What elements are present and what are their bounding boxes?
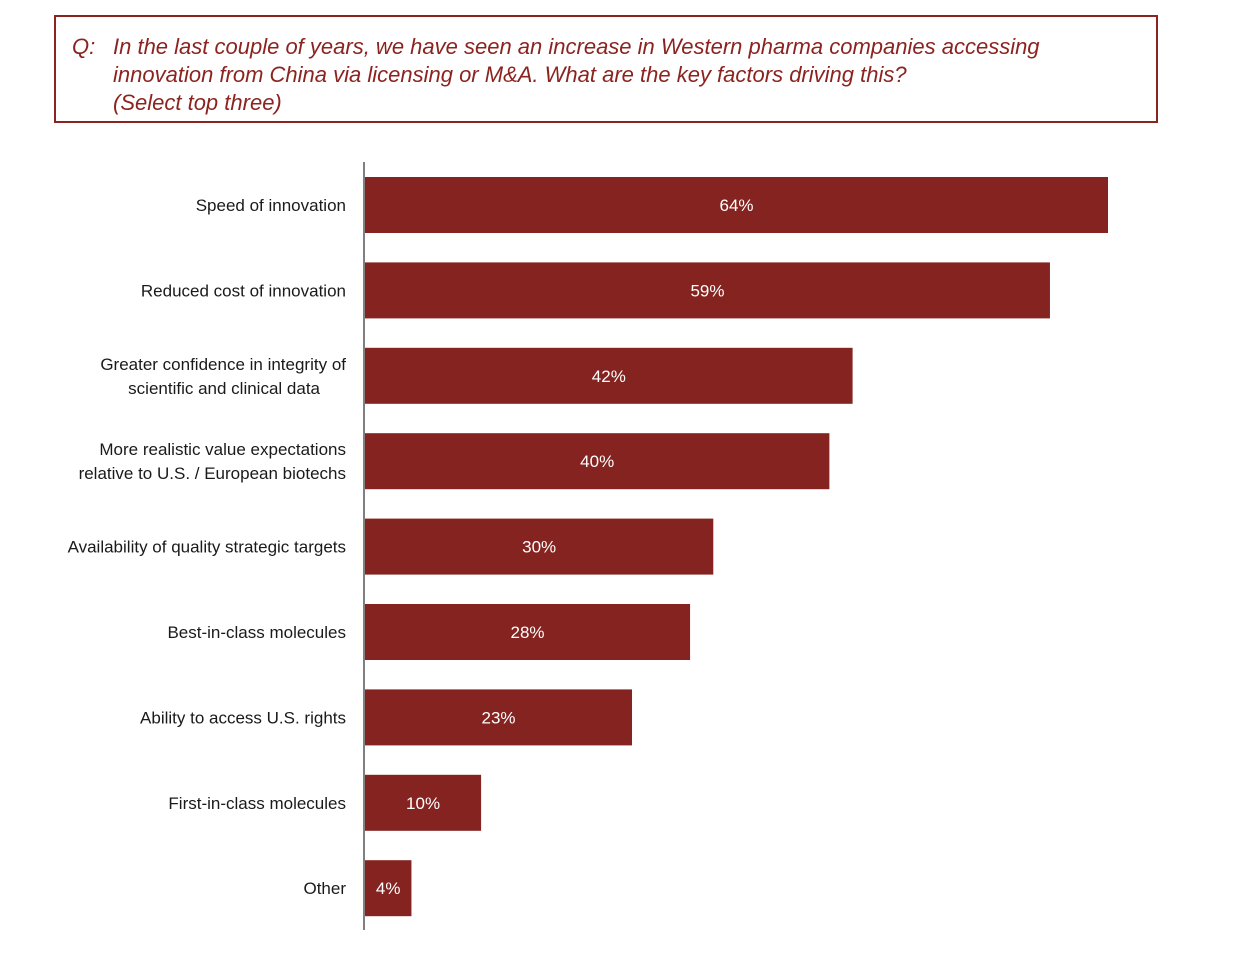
question-box: Q: In the last couple of years, we have … (54, 15, 1158, 123)
bar (365, 860, 412, 917)
bar-value-label: 10% (406, 794, 440, 813)
category-label: More realistic value expectations relativ… (79, 440, 346, 483)
category-label: Speed of innovation (196, 196, 346, 215)
bar (365, 347, 853, 404)
category-label: Ability to access U.S. rights (140, 708, 346, 727)
bar-value-label: 23% (481, 708, 515, 727)
bar-value-label: 40% (580, 452, 614, 471)
category-label: Best-in-class molecules (167, 623, 346, 642)
category-label: First-in-class molecules (168, 794, 346, 813)
question-prefix: Q: (72, 34, 96, 59)
bar-value-label: 28% (511, 623, 545, 642)
bar-value-label: 64% (719, 196, 753, 215)
bar (365, 774, 482, 831)
category-label: Other (303, 879, 346, 898)
bar-value-label: 4% (376, 879, 401, 898)
bar-value-label: 30% (522, 538, 556, 557)
bar (365, 262, 1050, 319)
bar (365, 604, 691, 660)
bar (365, 433, 830, 490)
bar (365, 518, 714, 575)
category-label: Greater confidence in integrity of scient… (100, 355, 346, 398)
bar (365, 177, 1108, 233)
bar-value-label: 59% (690, 281, 724, 300)
category-label: Reduced cost of innovation (141, 281, 346, 300)
bar-chart: 64% Speed of innovation 59% Reduced cost of… (68, 162, 1108, 930)
bar-value-label: 42% (592, 367, 626, 386)
category-label: Availability of quality strategic target… (68, 538, 346, 557)
question-text: In the last couple of years, we have see… (113, 34, 1040, 115)
bar (365, 689, 633, 746)
